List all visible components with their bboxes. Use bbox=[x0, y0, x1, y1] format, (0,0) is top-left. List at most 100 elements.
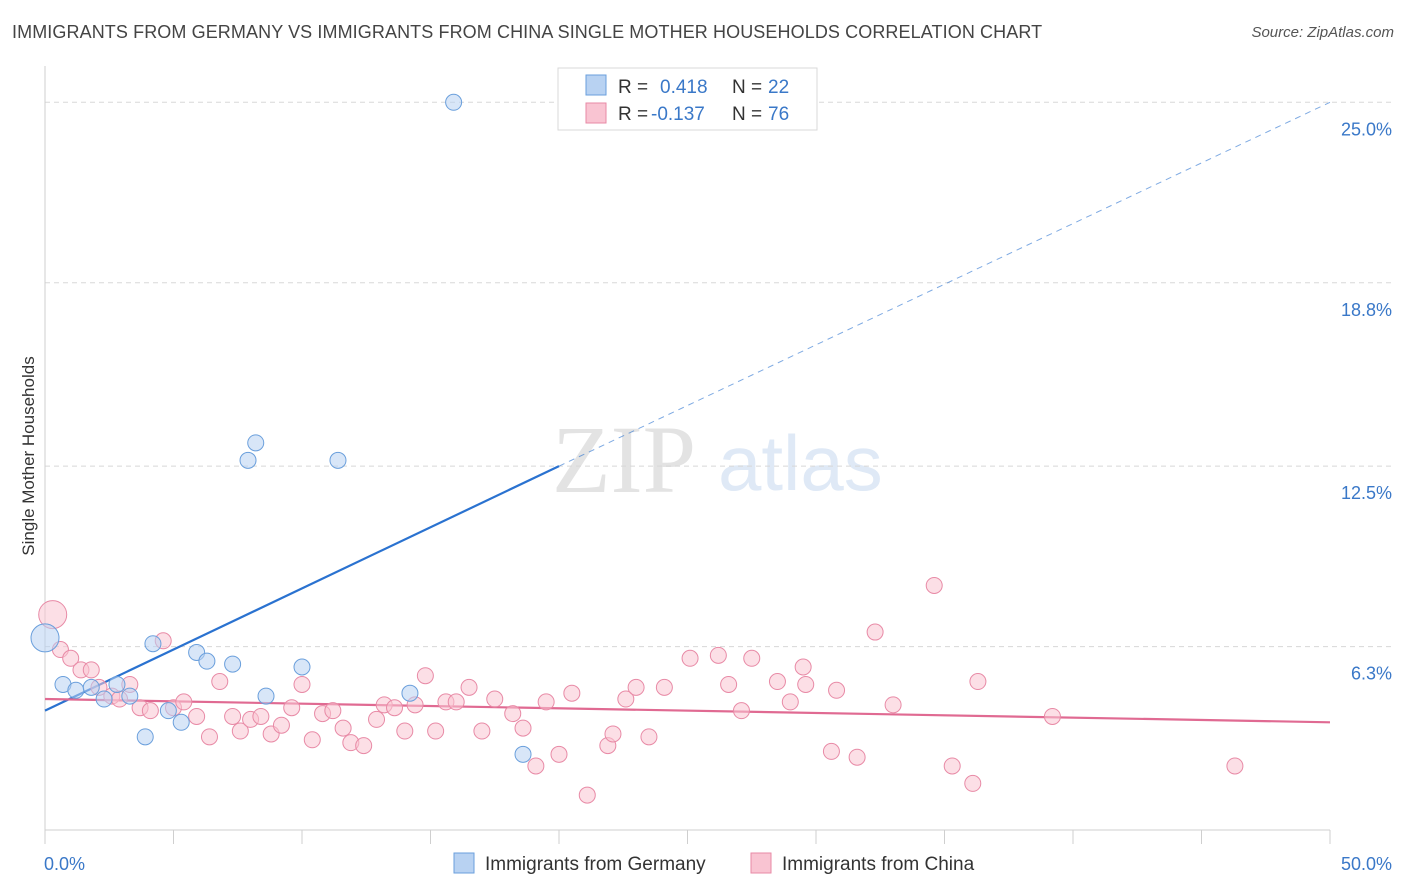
point-germany bbox=[198, 652, 216, 670]
point-china bbox=[447, 693, 465, 711]
legend-n-value-germany: 22 bbox=[768, 77, 789, 98]
point-china bbox=[797, 675, 815, 693]
point-germany bbox=[108, 675, 126, 693]
point-china bbox=[627, 678, 645, 696]
point-germany bbox=[67, 681, 85, 699]
point-germany bbox=[514, 745, 532, 763]
bottom-legend-swatch-germany bbox=[453, 852, 475, 874]
legend-n-value-china: 76 bbox=[768, 104, 789, 125]
stats-legend: R = 0.418 N = 22 R = -0.137 N = 76 bbox=[557, 67, 818, 131]
y-tick-label: 6.3% bbox=[1351, 664, 1392, 684]
point-china bbox=[617, 690, 635, 708]
point-china bbox=[324, 702, 342, 720]
point-china bbox=[681, 649, 699, 667]
grid bbox=[45, 101, 1392, 648]
bottom-legend-swatch-china bbox=[750, 852, 772, 874]
point-china bbox=[866, 623, 884, 641]
point-china bbox=[252, 707, 270, 725]
point-china bbox=[188, 707, 206, 725]
point-china bbox=[640, 728, 658, 746]
y-axis-label: Single Mother Households bbox=[19, 356, 38, 555]
trend-line-germany bbox=[44, 465, 560, 712]
series-legend: Immigrants from Germany Immigrants from … bbox=[453, 852, 975, 875]
point-china bbox=[578, 786, 596, 804]
point-china bbox=[768, 673, 786, 691]
point-china bbox=[504, 705, 522, 723]
chart-title: IMMIGRANTS FROM GERMANY VS IMMIGRANTS FR… bbox=[12, 22, 1043, 42]
point-germany bbox=[136, 728, 154, 746]
watermark-zip: ZIP bbox=[552, 406, 696, 513]
legend-swatch-china bbox=[585, 102, 607, 124]
point-china bbox=[828, 681, 846, 699]
point-china bbox=[473, 722, 491, 740]
point-china bbox=[211, 673, 229, 691]
point-germany bbox=[159, 702, 177, 720]
point-germany bbox=[144, 635, 162, 653]
point-china bbox=[969, 673, 987, 691]
point-china bbox=[200, 728, 218, 746]
y-tick-label: 18.8% bbox=[1341, 300, 1392, 320]
legend-r-value-germany: 0.418 bbox=[660, 77, 708, 98]
point-china bbox=[655, 678, 673, 696]
x-tick-label-max: 50.0% bbox=[1341, 854, 1392, 874]
y-tick-labels: 6.3% 12.5% 18.8% 25.0% bbox=[1341, 119, 1392, 683]
point-china bbox=[720, 675, 738, 693]
point-germany bbox=[293, 658, 311, 676]
point-germany bbox=[82, 678, 100, 696]
point-china bbox=[1226, 757, 1244, 775]
point-china bbox=[848, 748, 866, 766]
point-china bbox=[334, 719, 352, 737]
y-tick-label: 12.5% bbox=[1341, 483, 1392, 503]
point-germany bbox=[30, 623, 60, 653]
point-germany bbox=[257, 687, 275, 705]
point-germany bbox=[247, 434, 265, 452]
point-germany bbox=[172, 713, 190, 731]
data-points bbox=[30, 93, 1244, 804]
point-china bbox=[925, 576, 943, 594]
point-china bbox=[550, 745, 568, 763]
watermark: ZIP atlas bbox=[552, 406, 883, 513]
point-china bbox=[709, 646, 727, 664]
point-china bbox=[82, 661, 100, 679]
point-germany bbox=[224, 655, 242, 673]
legend-swatch-germany bbox=[585, 74, 607, 96]
watermark-atlas: atlas bbox=[718, 419, 883, 507]
point-china bbox=[822, 742, 840, 760]
legend-n-label-china: N = bbox=[732, 104, 762, 125]
point-china bbox=[514, 719, 532, 737]
point-china bbox=[537, 693, 555, 711]
bottom-legend-label-china: Immigrants from China bbox=[782, 854, 975, 875]
point-china bbox=[964, 774, 982, 792]
legend-r-label-china: R = bbox=[618, 104, 648, 125]
point-china bbox=[427, 722, 445, 740]
point-china bbox=[884, 696, 902, 714]
point-china bbox=[355, 737, 373, 755]
point-china bbox=[1043, 707, 1061, 725]
point-china bbox=[460, 678, 478, 696]
point-germany bbox=[329, 451, 347, 469]
point-china bbox=[486, 690, 504, 708]
point-china bbox=[396, 722, 414, 740]
point-germany bbox=[401, 684, 419, 702]
point-china bbox=[175, 693, 193, 711]
point-china bbox=[943, 757, 961, 775]
point-china bbox=[416, 667, 434, 685]
point-china bbox=[368, 710, 386, 728]
trend-lines bbox=[44, 101, 1331, 724]
point-china bbox=[283, 699, 301, 717]
point-china bbox=[293, 675, 311, 693]
point-china bbox=[563, 684, 581, 702]
axes bbox=[44, 66, 1331, 844]
point-china bbox=[141, 702, 159, 720]
bottom-legend-label-germany: Immigrants from Germany bbox=[485, 854, 706, 875]
trend-line-china bbox=[44, 697, 1331, 724]
point-germany bbox=[239, 451, 257, 469]
point-china bbox=[527, 757, 545, 775]
point-china bbox=[781, 693, 799, 711]
point-china bbox=[231, 722, 249, 740]
point-germany bbox=[95, 690, 113, 708]
point-germany bbox=[121, 687, 139, 705]
point-china bbox=[62, 649, 80, 667]
point-china bbox=[272, 716, 290, 734]
point-china bbox=[743, 649, 761, 667]
